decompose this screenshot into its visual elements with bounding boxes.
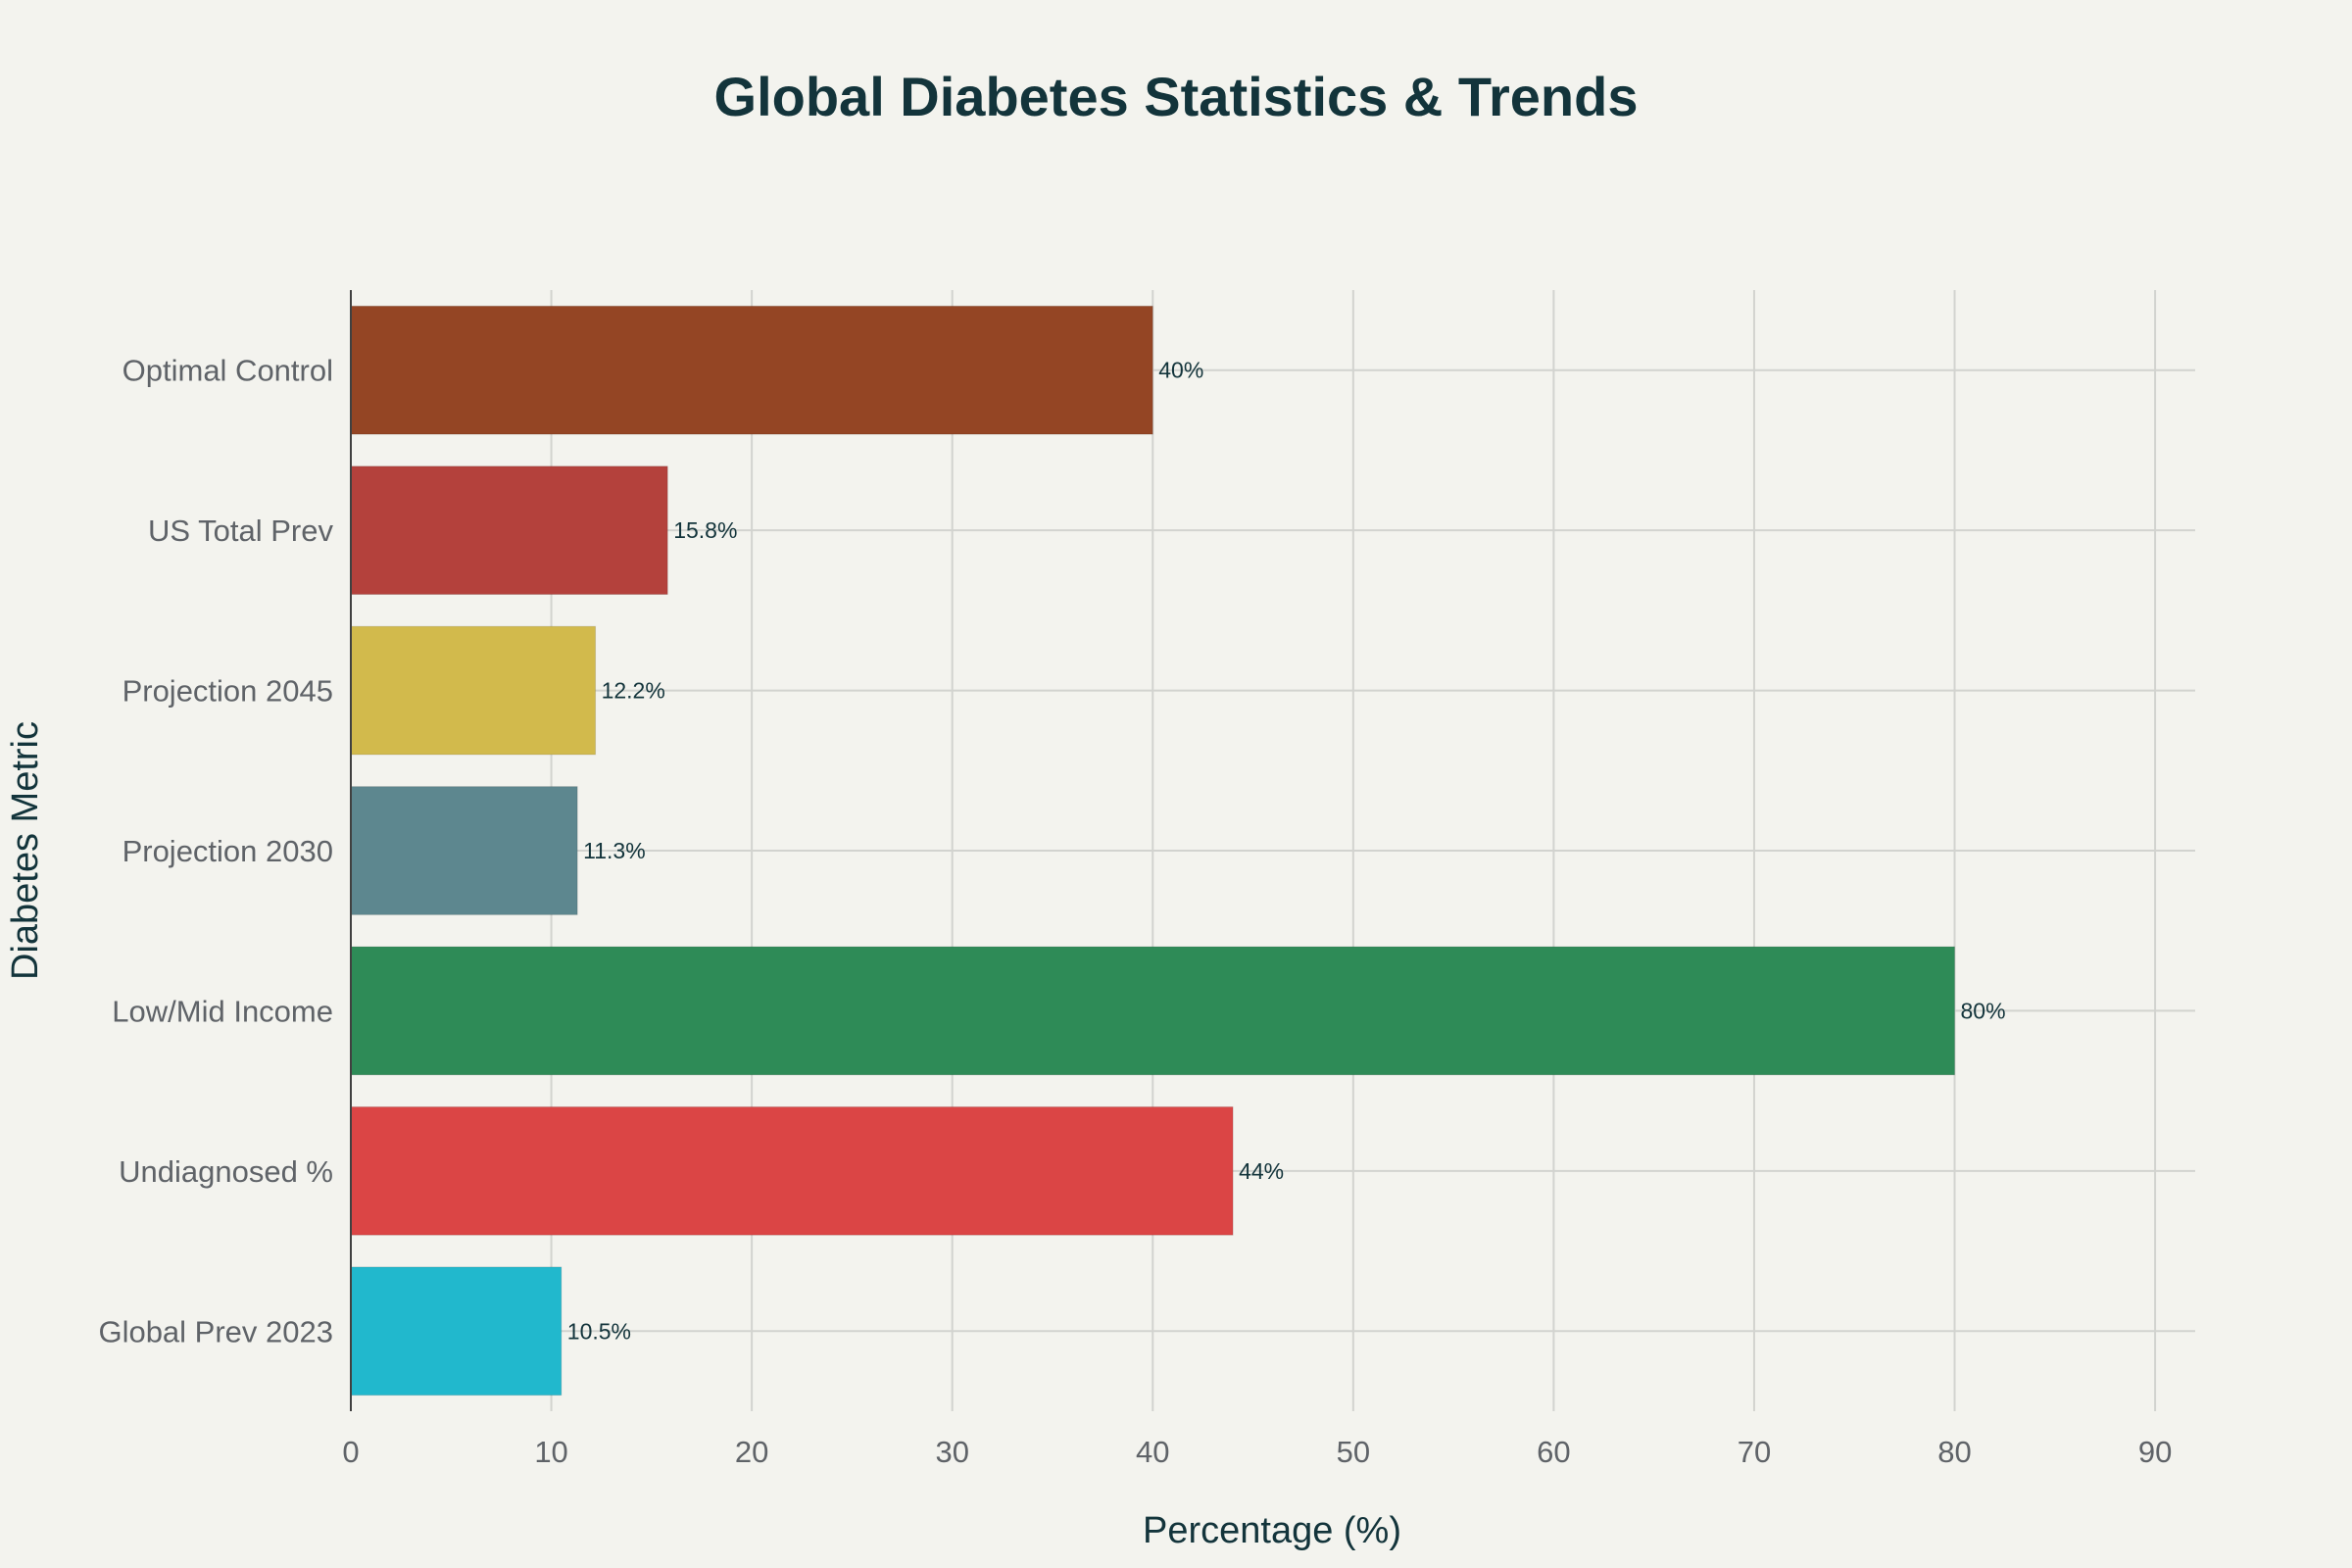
x-tick-label: 30 [935, 1435, 968, 1469]
bar [350, 305, 1153, 435]
bar [350, 625, 597, 756]
bar [350, 786, 578, 915]
x-axis-ticks: 0 10 20 30 40 50 60 70 80 90 [342, 1435, 2172, 1469]
bar [350, 1105, 1234, 1236]
y-category-label: Optimal Control [122, 354, 333, 388]
bar [350, 466, 668, 596]
y-axis-title: Diabetes Metric [5, 721, 46, 980]
bars [350, 305, 1956, 1396]
data-labels: 10.5% 44% 80% 11.3% 12.2% 15.8% 40% [567, 358, 2006, 1345]
y-category-label: Undiagnosed % [119, 1154, 333, 1189]
grid-lines [351, 290, 2195, 1411]
x-tick-label: 40 [1136, 1435, 1169, 1469]
data-label: 12.2% [602, 678, 665, 704]
x-tick-label: 60 [1537, 1435, 1570, 1469]
y-category-label: Global Prev 2023 [98, 1314, 333, 1348]
x-axis-title: Percentage (%) [1143, 1510, 1401, 1551]
bar [350, 1266, 563, 1396]
data-label: 40% [1158, 358, 1203, 383]
data-label: 10.5% [567, 1318, 631, 1344]
y-axis-categories: Global Prev 2023 Undiagnosed % Low/Mid Inc… [98, 354, 333, 1349]
data-label: 11.3% [583, 838, 646, 863]
x-tick-label: 70 [1738, 1435, 1771, 1469]
x-tick-label: 10 [534, 1435, 567, 1469]
y-category-label: Projection 2030 [122, 834, 333, 868]
x-tick-label: 80 [1937, 1435, 1971, 1469]
x-tick-label: 50 [1337, 1435, 1370, 1469]
y-category-label: Low/Mid Income [112, 994, 333, 1028]
y-category-label: US Total Prev [148, 514, 333, 548]
y-category-label: Projection 2045 [122, 674, 333, 709]
x-tick-label: 0 [342, 1435, 359, 1469]
data-label: 15.8% [673, 517, 737, 543]
x-tick-label: 20 [735, 1435, 768, 1469]
data-label: 44% [1239, 1158, 1284, 1184]
chart-title: Global Diabetes Statistics & Trends [714, 66, 1639, 127]
data-label: 80% [1961, 998, 2006, 1023]
x-tick-label: 90 [2138, 1435, 2172, 1469]
bar [350, 946, 1956, 1076]
